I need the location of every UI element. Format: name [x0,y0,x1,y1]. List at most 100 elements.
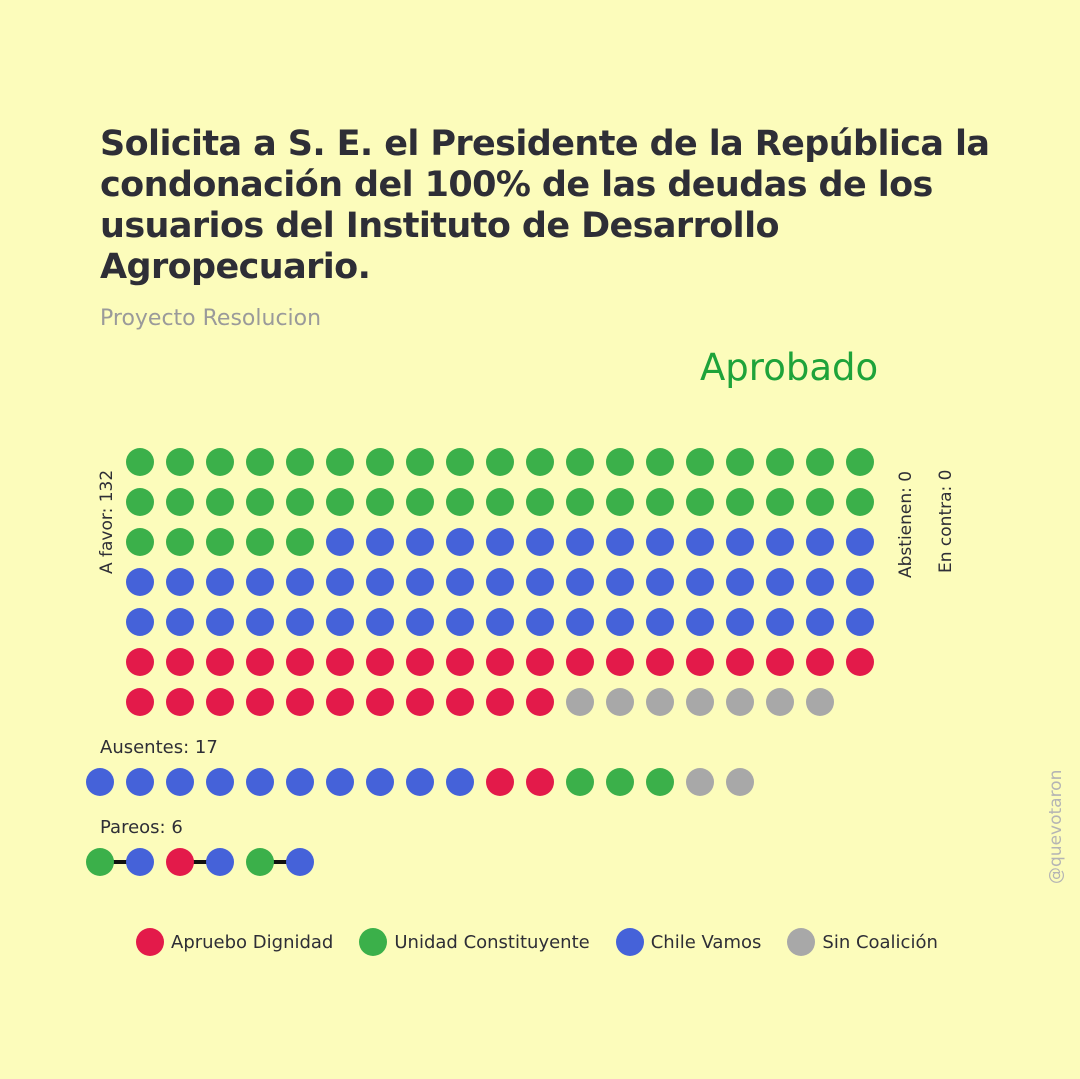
a-favor-dot [726,448,754,476]
a-favor-dot [206,448,234,476]
a-favor-dot [286,568,314,596]
a-favor-dot [686,488,714,516]
a-favor-dot [766,528,794,556]
a-favor-dot [846,608,874,636]
a-favor-dot [766,688,794,716]
ausente-dot [246,768,274,796]
ausente-dot [486,768,514,796]
a-favor-dot [406,528,434,556]
a-favor-dot [246,648,274,676]
a-favor-dot [206,648,234,676]
a-favor-dot [846,528,874,556]
pareo-dot [166,848,194,876]
ausente-dot [646,768,674,796]
ausente-dot [726,768,754,796]
pareo-dot [86,848,114,876]
legend-swatch [359,928,388,956]
a-favor-dot [566,568,594,596]
a-favor-dot [326,648,354,676]
a-favor-dot [566,688,594,716]
vote-title: Solicita a S. E. el Presidente de la Rep… [100,124,990,287]
a-favor-dot [806,648,834,676]
a-favor-dot [526,568,554,596]
a-favor-dot [326,568,354,596]
a-favor-dot [806,608,834,636]
a-favor-dot [286,448,314,476]
a-favor-dot [646,528,674,556]
a-favor-dot [406,608,434,636]
a-favor-dot [366,688,394,716]
a-favor-dot [366,608,394,636]
ausente-dot [686,768,714,796]
ausente-dot [446,768,474,796]
a-favor-dot [726,688,754,716]
a-favor-dot [126,488,154,516]
ausente-dot [286,768,314,796]
legend-swatch [787,928,816,956]
a-favor-dot [406,688,434,716]
a-favor-dot [606,488,634,516]
a-favor-dot [406,448,434,476]
ausente-dot [86,768,114,796]
a-favor-dot [326,488,354,516]
pareos-label: Pareos: 6 [100,817,183,838]
a-favor-dot [166,528,194,556]
a-favor-dot [486,488,514,516]
ausente-dot [526,768,554,796]
a-favor-dot [166,488,194,516]
a-favor-dot [526,688,554,716]
a-favor-dot [126,448,154,476]
a-favor-dot [166,688,194,716]
a-favor-dot [486,688,514,716]
legend: Apruebo Dignidad Unidad Constituyente Ch… [136,927,964,957]
a-favor-dot [206,568,234,596]
a-favor-dot [606,568,634,596]
a-favor-dot [326,528,354,556]
a-favor-dot [446,688,474,716]
a-favor-dot [726,608,754,636]
legend-label: Chile Vamos [650,931,762,953]
a-favor-dot [646,488,674,516]
ausente-dot [126,768,154,796]
a-favor-dot [486,648,514,676]
legend-swatch [136,928,164,956]
a-favor-dot [846,448,874,476]
a-favor-dot [286,528,314,556]
a-favor-dot [286,608,314,636]
a-favor-dot [566,488,594,516]
a-favor-dot [486,568,514,596]
a-favor-dot [846,568,874,596]
ausentes-label: Ausentes: 17 [100,737,218,758]
ausente-dot [566,768,594,796]
a-favor-dot [646,688,674,716]
a-favor-dot [126,528,154,556]
a-favor-dot [606,528,634,556]
a-favor-dot [286,688,314,716]
a-favor-dot [126,608,154,636]
a-favor-dot [766,448,794,476]
a-favor-dot [686,448,714,476]
a-favor-dot [486,448,514,476]
a-favor-dot [246,528,274,556]
a-favor-dot [766,488,794,516]
a-favor-dot [246,488,274,516]
a-favor-dot [206,608,234,636]
a-favor-dot [726,528,754,556]
a-favor-dot [486,608,514,636]
legend-item-chile-vamos: Chile Vamos [615,928,762,956]
pareo-dot [286,848,314,876]
a-favor-dot [686,528,714,556]
a-favor-dot [686,648,714,676]
ausente-dot [326,768,354,796]
a-favor-dot [446,528,474,556]
a-favor-dot [806,528,834,556]
a-favor-dot [806,488,834,516]
vote-result: Aprobado [700,346,879,389]
a-favor-dot [806,688,834,716]
pareos-dots [86,848,314,876]
a-favor-dot [646,568,674,596]
a-favor-dot [726,488,754,516]
a-favor-dot [806,448,834,476]
legend-label: Sin Coalición [822,931,938,953]
